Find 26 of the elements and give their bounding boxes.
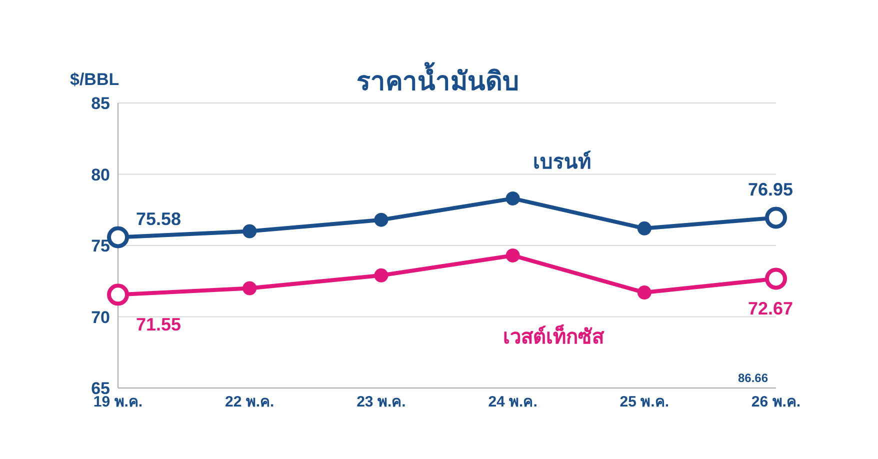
point — [374, 212, 388, 227]
point — [242, 224, 257, 238]
series-label: เบรนท์ — [532, 150, 591, 174]
x-tick-label: 26 พ.ค. — [751, 394, 801, 411]
data-label: 72.67 — [748, 298, 794, 319]
y-tick-label: 75 — [91, 236, 110, 256]
point — [242, 281, 257, 296]
point — [637, 286, 652, 300]
y-tick-label: 85 — [91, 94, 110, 114]
data-label: 76.95 — [748, 180, 794, 200]
x-tick-label: 25 พ.ค. — [620, 394, 669, 411]
x-tick-label: 23 พ.ค. — [356, 394, 406, 411]
y-tick-label: 70 — [91, 308, 110, 327]
y-axis-title: $/BBL — [70, 70, 120, 90]
data-label: 75.58 — [136, 209, 182, 230]
x-tick-label: 19 พ.ค. — [93, 394, 143, 411]
y-tick-label: 80 — [91, 165, 110, 184]
x-tick-label: 22 พ.ค. — [225, 394, 274, 411]
data-label: 71.55 — [136, 314, 182, 335]
point — [506, 248, 520, 262]
x-tick-label: 24 พ.ค. — [488, 394, 538, 411]
text: เวสต์เท็กซัส — [502, 323, 605, 348]
point — [637, 221, 652, 236]
point — [374, 268, 388, 282]
point — [506, 191, 520, 206]
annotation: 86.66 — [738, 371, 768, 385]
